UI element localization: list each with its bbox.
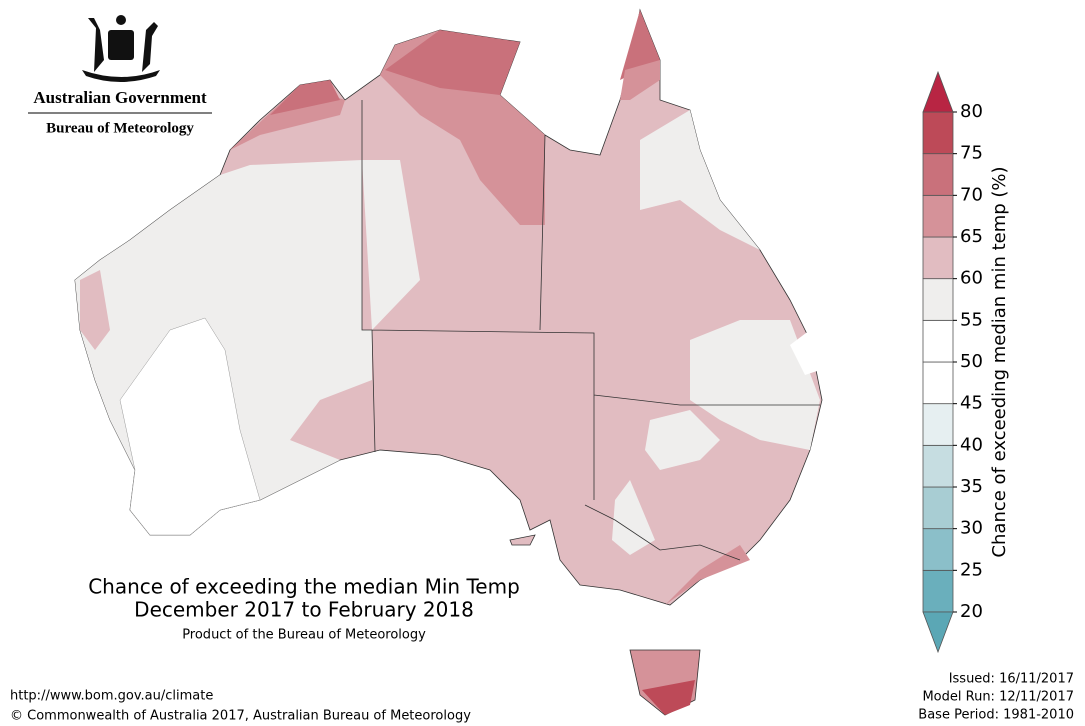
colorbar-bin <box>922 236 954 280</box>
colorbar-tick-label: 50 <box>960 351 983 372</box>
agency-name: Australian Government <box>33 88 207 107</box>
colorbar-tick-label: 75 <box>960 143 983 164</box>
colorbar-tick-label: 55 <box>960 309 983 330</box>
colorbar-bin <box>922 569 954 613</box>
colorbar-bin <box>922 444 954 488</box>
colorbar-tick-label: 60 <box>960 268 983 289</box>
colorbar-tick-label: 65 <box>960 226 983 247</box>
source-url: http://www.bom.gov.au/climate <box>10 689 213 704</box>
australia-map <box>74 8 823 716</box>
colorbar-over <box>922 70 954 113</box>
colorbar-label: Chance of exceeding median min temp (%) <box>989 166 1010 557</box>
product-note: Product of the Bureau of Meteorology <box>182 628 426 643</box>
colorbar-tick-label: 35 <box>960 476 983 497</box>
colorbar-tick-label: 20 <box>960 601 983 622</box>
base-period: Base Period: 1981-2010 <box>918 708 1074 723</box>
colorbar-bin <box>922 319 954 363</box>
model-run: Model Run: 12/11/2017 <box>922 690 1074 705</box>
coat-of-arms <box>82 15 160 82</box>
colorbar-bin <box>922 194 954 238</box>
colorbar-tick-label: 40 <box>960 434 983 455</box>
copyright: © Commonwealth of Australia 2017, Austra… <box>10 709 471 724</box>
colorbar-bin <box>922 153 954 196</box>
issued-date: Issued: 16/11/2017 <box>949 672 1074 687</box>
colorbar-tick-label: 25 <box>960 559 983 580</box>
colorbar-bin <box>922 486 954 530</box>
bureau-name: Bureau of Meteorology <box>46 120 194 136</box>
colorbar-bin <box>922 111 954 155</box>
map-subtitle: December 2017 to February 2018 <box>134 598 474 622</box>
colorbar-tick-label: 45 <box>960 393 983 414</box>
colorbar-bin <box>922 403 954 446</box>
colorbar-tick-label: 30 <box>960 518 983 539</box>
colorbar-tick-label: 70 <box>960 184 983 205</box>
colorbar-bin <box>922 528 954 571</box>
colorbar-under <box>922 611 954 654</box>
colorbar-bin <box>922 361 954 405</box>
colorbar-bin <box>922 278 954 321</box>
colorbar-tick-label: 80 <box>960 101 983 122</box>
map-title: Chance of exceeding the median Min Temp <box>88 575 520 599</box>
colorbar: 20 25 30 35 40 45 50 55 60 65 70 75 80 <box>922 70 983 654</box>
